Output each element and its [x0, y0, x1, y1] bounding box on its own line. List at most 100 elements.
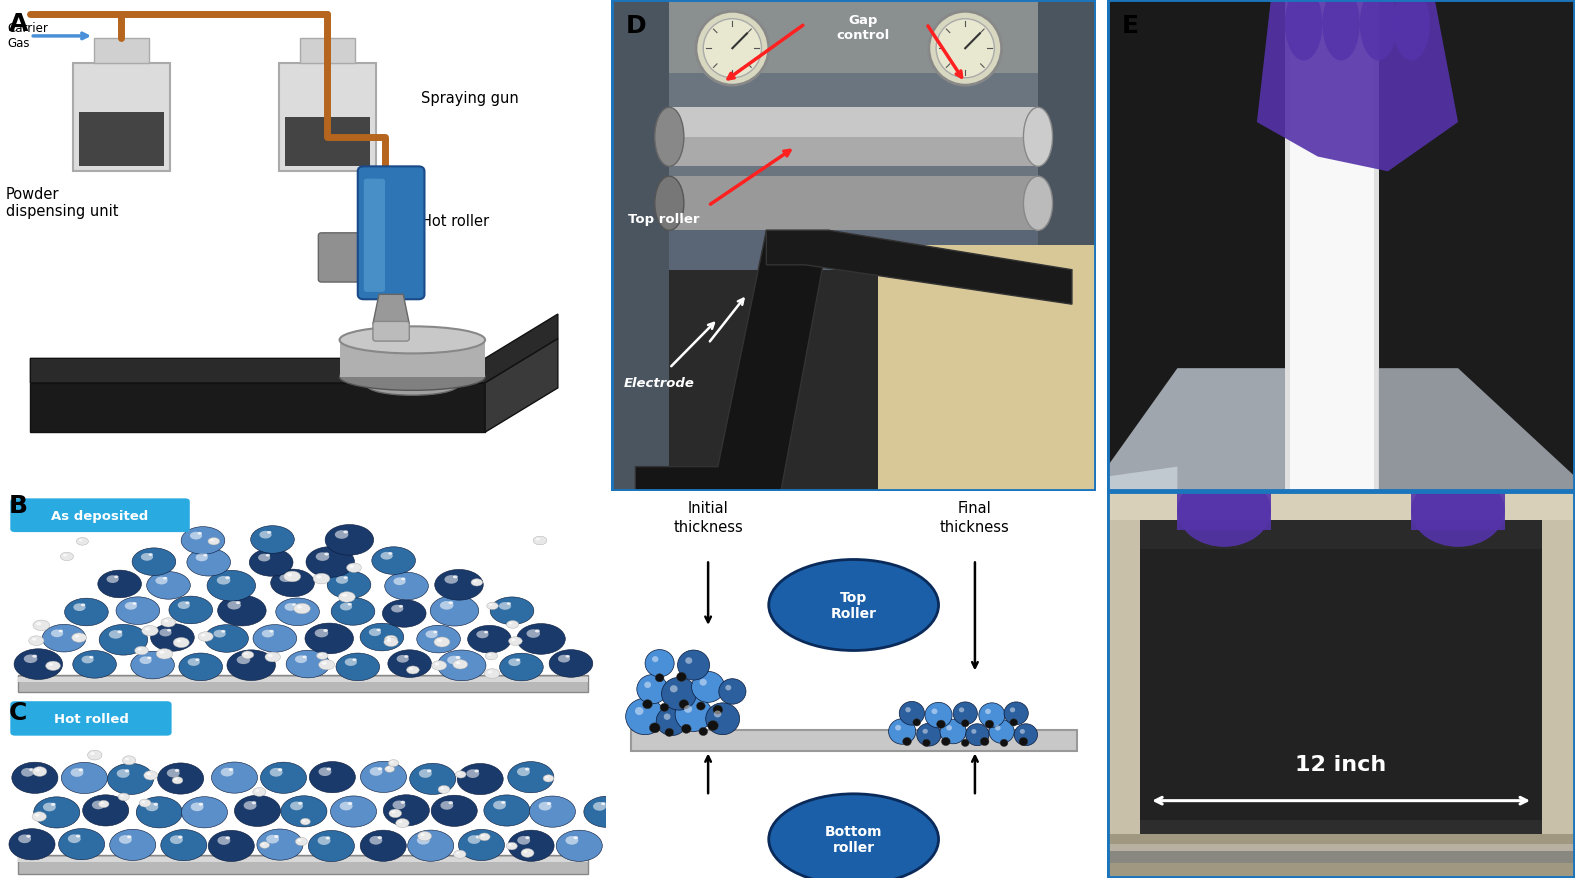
- Circle shape: [378, 767, 383, 771]
- Circle shape: [46, 661, 60, 671]
- Circle shape: [99, 625, 148, 655]
- Ellipse shape: [1411, 475, 1504, 547]
- Circle shape: [217, 836, 230, 845]
- Circle shape: [178, 836, 183, 838]
- Ellipse shape: [655, 108, 684, 167]
- Circle shape: [135, 646, 148, 655]
- Circle shape: [340, 802, 353, 810]
- Circle shape: [43, 624, 87, 652]
- Circle shape: [509, 658, 521, 666]
- Circle shape: [324, 525, 373, 556]
- Circle shape: [677, 673, 687, 681]
- Ellipse shape: [1285, 0, 1323, 61]
- Circle shape: [479, 833, 490, 841]
- Circle shape: [679, 700, 688, 709]
- Circle shape: [79, 539, 82, 542]
- Circle shape: [1010, 708, 1016, 713]
- FancyBboxPatch shape: [11, 702, 172, 736]
- Circle shape: [335, 653, 380, 681]
- Circle shape: [60, 552, 74, 561]
- Circle shape: [929, 12, 1002, 86]
- Bar: [669, 108, 1038, 167]
- Circle shape: [397, 655, 410, 663]
- Circle shape: [507, 621, 518, 629]
- Circle shape: [124, 602, 137, 610]
- Circle shape: [402, 578, 405, 580]
- Circle shape: [902, 738, 912, 745]
- Circle shape: [389, 810, 402, 817]
- Circle shape: [376, 629, 381, 631]
- Circle shape: [298, 839, 301, 841]
- Circle shape: [280, 795, 328, 827]
- Circle shape: [398, 605, 403, 608]
- Circle shape: [370, 836, 383, 845]
- Circle shape: [565, 836, 578, 845]
- Circle shape: [925, 702, 953, 728]
- Circle shape: [118, 630, 123, 634]
- Circle shape: [287, 651, 329, 678]
- Circle shape: [696, 12, 769, 86]
- Circle shape: [662, 678, 696, 710]
- Text: Top roller: Top roller: [628, 212, 699, 226]
- Circle shape: [148, 553, 153, 557]
- Circle shape: [324, 553, 329, 556]
- Circle shape: [331, 598, 375, 625]
- Circle shape: [923, 739, 931, 746]
- Circle shape: [980, 738, 989, 745]
- Circle shape: [43, 802, 55, 811]
- Circle shape: [529, 796, 575, 827]
- Circle shape: [438, 651, 487, 681]
- Circle shape: [400, 801, 405, 804]
- Circle shape: [699, 728, 707, 736]
- Circle shape: [236, 601, 241, 604]
- Circle shape: [387, 767, 389, 769]
- Circle shape: [652, 657, 658, 662]
- Circle shape: [302, 656, 307, 658]
- Bar: [19, 675, 587, 692]
- Circle shape: [227, 650, 276, 680]
- Circle shape: [713, 710, 721, 717]
- Bar: [1107, 834, 1575, 878]
- Text: Final
thickness: Final thickness: [940, 500, 1010, 535]
- Circle shape: [410, 668, 413, 670]
- Circle shape: [145, 628, 150, 631]
- Text: Top
Roller: Top Roller: [830, 590, 877, 621]
- Bar: [1038, 0, 1096, 492]
- Circle shape: [391, 605, 403, 613]
- Circle shape: [558, 655, 570, 663]
- Circle shape: [124, 758, 129, 760]
- Circle shape: [405, 655, 408, 658]
- Circle shape: [490, 604, 493, 606]
- Text: D: D: [625, 14, 646, 38]
- Text: Hot roller: Hot roller: [422, 213, 490, 229]
- Circle shape: [444, 575, 458, 584]
- Circle shape: [82, 656, 94, 664]
- Circle shape: [28, 637, 44, 646]
- Circle shape: [488, 654, 491, 656]
- Circle shape: [441, 787, 444, 789]
- Circle shape: [176, 640, 181, 643]
- Circle shape: [348, 802, 353, 805]
- Circle shape: [509, 637, 523, 645]
- Circle shape: [257, 829, 302, 860]
- Circle shape: [965, 724, 989, 745]
- Circle shape: [309, 762, 356, 793]
- Circle shape: [509, 623, 512, 624]
- Circle shape: [268, 531, 271, 534]
- Circle shape: [197, 532, 202, 535]
- Circle shape: [74, 635, 79, 638]
- Circle shape: [547, 802, 551, 805]
- Circle shape: [468, 835, 480, 844]
- Ellipse shape: [367, 376, 458, 396]
- Circle shape: [298, 802, 302, 805]
- Circle shape: [947, 725, 951, 730]
- Ellipse shape: [769, 560, 939, 651]
- Circle shape: [91, 801, 106, 810]
- Circle shape: [98, 571, 142, 598]
- Circle shape: [435, 637, 450, 647]
- Bar: [1373, 0, 1378, 492]
- Circle shape: [438, 639, 443, 643]
- Circle shape: [142, 626, 158, 637]
- Circle shape: [146, 773, 151, 775]
- Circle shape: [636, 675, 668, 704]
